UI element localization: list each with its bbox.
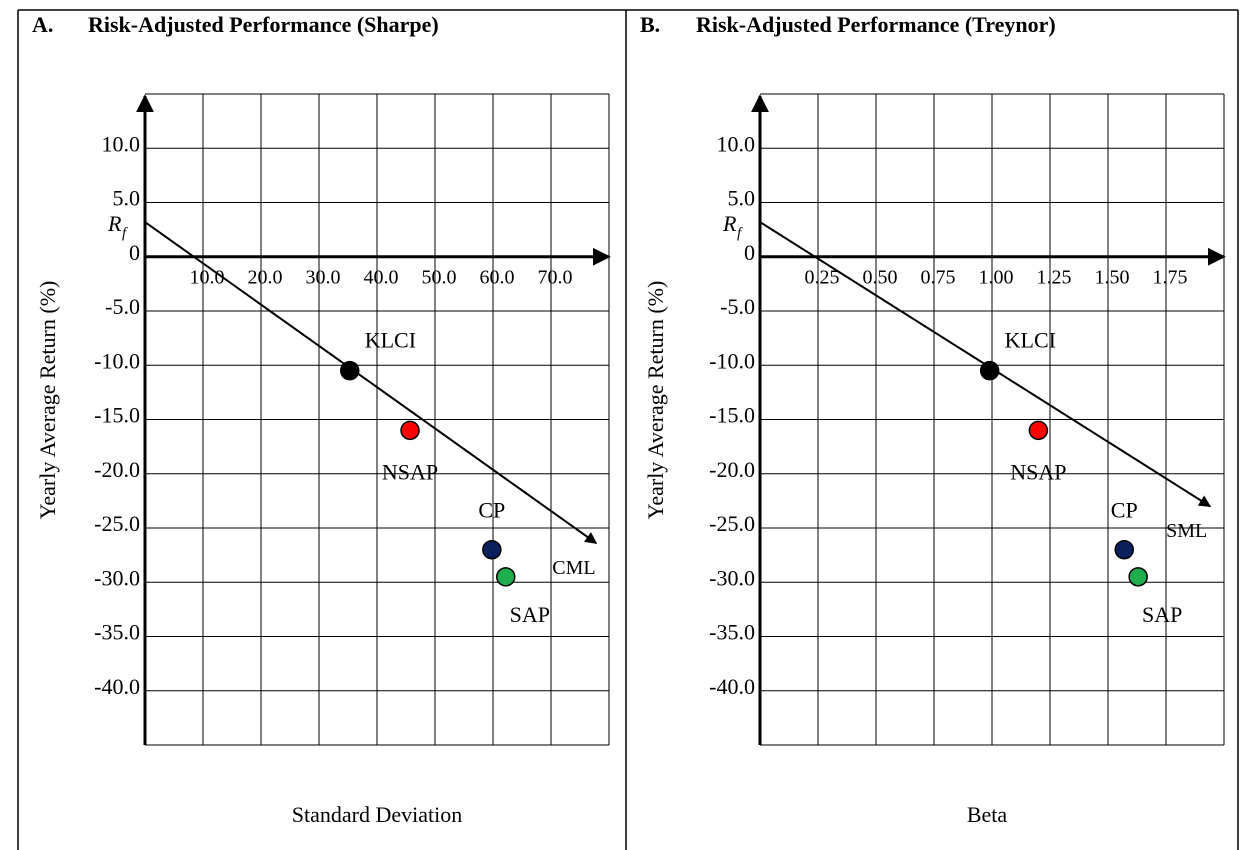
point bbox=[1114, 539, 1134, 560]
x-tick-label: 1.00 bbox=[979, 266, 1014, 288]
y-tick-label: 5.0 bbox=[113, 186, 141, 211]
point bbox=[496, 567, 516, 587]
panel-label: A. bbox=[32, 12, 53, 37]
point-label: NSAP bbox=[382, 459, 438, 484]
y-tick-label: -5.0 bbox=[105, 294, 140, 319]
x-tick-label: 70.0 bbox=[538, 266, 573, 288]
line-label: CML bbox=[552, 557, 595, 579]
y-tick-label: -30.0 bbox=[709, 565, 755, 590]
point-label: NSAP bbox=[1010, 459, 1066, 484]
x-axis-label: Beta bbox=[967, 802, 1008, 827]
y-tick-label: -25.0 bbox=[709, 511, 755, 536]
y-tick-label: 10.0 bbox=[717, 131, 756, 156]
x-tick-label: 1.75 bbox=[1153, 266, 1188, 288]
point bbox=[1028, 420, 1049, 441]
market-line bbox=[144, 221, 598, 545]
point bbox=[482, 539, 502, 560]
y-tick-label: -20.0 bbox=[94, 457, 140, 482]
y-tick-label: -25.0 bbox=[94, 511, 140, 536]
point-label: CP bbox=[478, 498, 505, 523]
y-tick-label: -40.0 bbox=[94, 674, 140, 699]
y-tick-label: -15.0 bbox=[709, 403, 755, 428]
x-tick-label: 40.0 bbox=[364, 266, 399, 288]
rf-label: R bbox=[107, 211, 122, 236]
point-label: KLCI bbox=[1005, 328, 1056, 353]
y-tick-label: -35.0 bbox=[709, 620, 755, 645]
y-tick-label: -15.0 bbox=[94, 403, 140, 428]
x-tick-label: 0.50 bbox=[863, 266, 898, 288]
point bbox=[339, 360, 360, 381]
x-axis-label: Standard Deviation bbox=[292, 802, 462, 827]
y-tick-label: -35.0 bbox=[94, 620, 140, 645]
x-tick-label: 1.50 bbox=[1095, 266, 1130, 288]
x-tick-label: 10.0 bbox=[190, 266, 225, 288]
x-tick-label: 30.0 bbox=[306, 266, 341, 288]
y-axis-label: Yearly Average Return (%) bbox=[643, 281, 668, 520]
chart-title: Risk-Adjusted Performance (Sharpe) bbox=[88, 12, 439, 37]
point bbox=[1128, 567, 1148, 587]
point-label: SAP bbox=[510, 602, 550, 627]
point bbox=[979, 360, 1000, 381]
y-tick-label: 0 bbox=[744, 240, 755, 265]
x-tick-label: 20.0 bbox=[248, 266, 283, 288]
x-tick-label: 0.75 bbox=[921, 266, 956, 288]
x-tick-label: 1.25 bbox=[1037, 266, 1072, 288]
rf-subscript: f bbox=[737, 225, 743, 241]
point-label: CP bbox=[1111, 498, 1138, 523]
y-tick-label: -30.0 bbox=[94, 565, 140, 590]
y-tick-label: 5.0 bbox=[728, 186, 756, 211]
x-tick-label: 50.0 bbox=[422, 266, 457, 288]
y-tick-label: -20.0 bbox=[709, 457, 755, 482]
y-tick-label: -5.0 bbox=[720, 294, 755, 319]
panel-label: B. bbox=[640, 12, 660, 37]
point-label: KLCI bbox=[365, 328, 416, 353]
y-axis-label: Yearly Average Return (%) bbox=[35, 281, 60, 520]
x-tick-label: 60.0 bbox=[480, 266, 515, 288]
frame bbox=[17, 9, 1239, 850]
line-label: SML bbox=[1166, 520, 1207, 542]
point bbox=[400, 420, 420, 441]
rf-subscript: f bbox=[122, 225, 128, 241]
y-tick-label: 0 bbox=[129, 240, 140, 265]
x-tick-label: 0.25 bbox=[805, 266, 840, 288]
point-label: SAP bbox=[1142, 602, 1182, 627]
y-tick-label: -10.0 bbox=[709, 348, 755, 373]
chart-title: Risk-Adjusted Performance (Treynor) bbox=[696, 12, 1056, 37]
y-tick-label: -10.0 bbox=[94, 348, 140, 373]
y-tick-label: 10.0 bbox=[102, 131, 141, 156]
y-tick-label: -40.0 bbox=[709, 674, 755, 699]
rf-label: R bbox=[722, 211, 737, 236]
